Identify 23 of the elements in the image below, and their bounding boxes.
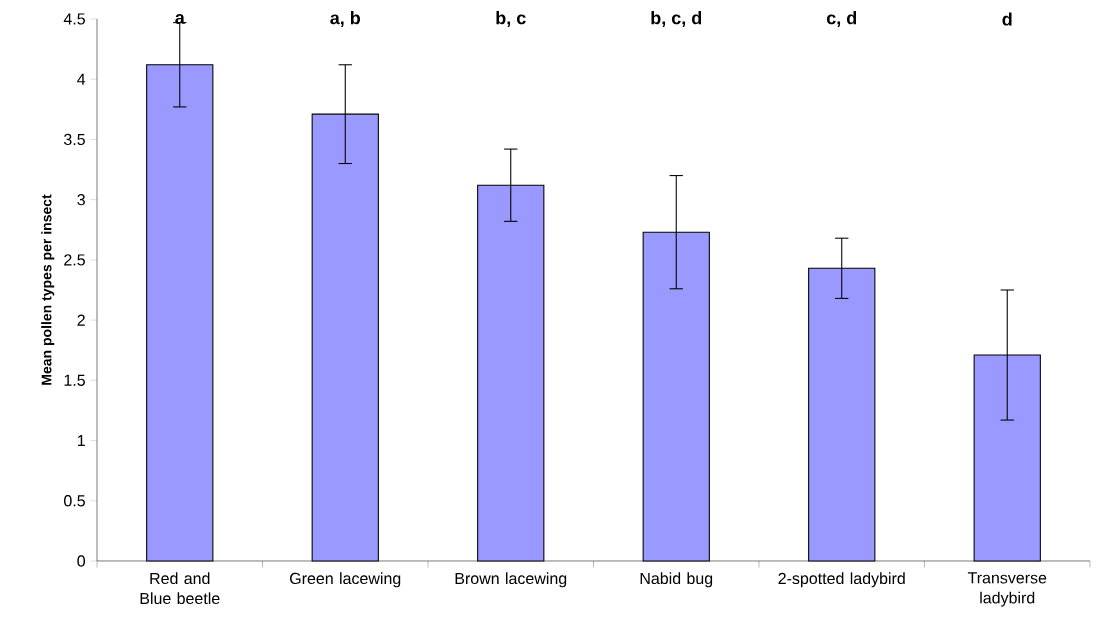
annotation: d <box>1002 12 1012 26</box>
annotation: a, b <box>330 11 361 27</box>
y-tick-label: 2.5 <box>64 254 85 266</box>
y-tick-label: 0 <box>77 555 86 567</box>
x-tick-label: Red and Blue beetle <box>140 572 220 605</box>
x-tick-label: Nabid bug <box>640 572 713 588</box>
y-tick-label: 3 <box>77 194 85 206</box>
y-axis-title: Mean pollen types per insect <box>41 194 55 385</box>
y-tick-label: 3.5 <box>64 133 85 146</box>
annotation: b, c, d <box>651 11 702 27</box>
y-tick-label: 4.5 <box>63 13 85 25</box>
x-tick-label: 2-spotted ladybird <box>778 572 905 588</box>
x-tick-label: Green lacewing <box>290 572 401 588</box>
x-tick-label: Transverse ladybird <box>967 572 1047 607</box>
y-tick-label: 0.5 <box>64 495 85 507</box>
y-tick-label: 1.5 <box>64 374 85 386</box>
y-tick-label: 2 <box>77 314 85 326</box>
y-tick-label: 1 <box>77 435 85 447</box>
x-tick-label: Brown lacewing <box>455 572 567 588</box>
y-tick-label: 4 <box>77 73 86 85</box>
annotation: b, c <box>496 11 526 27</box>
annotation: c, d <box>826 11 857 27</box>
annotation: a <box>175 14 185 24</box>
